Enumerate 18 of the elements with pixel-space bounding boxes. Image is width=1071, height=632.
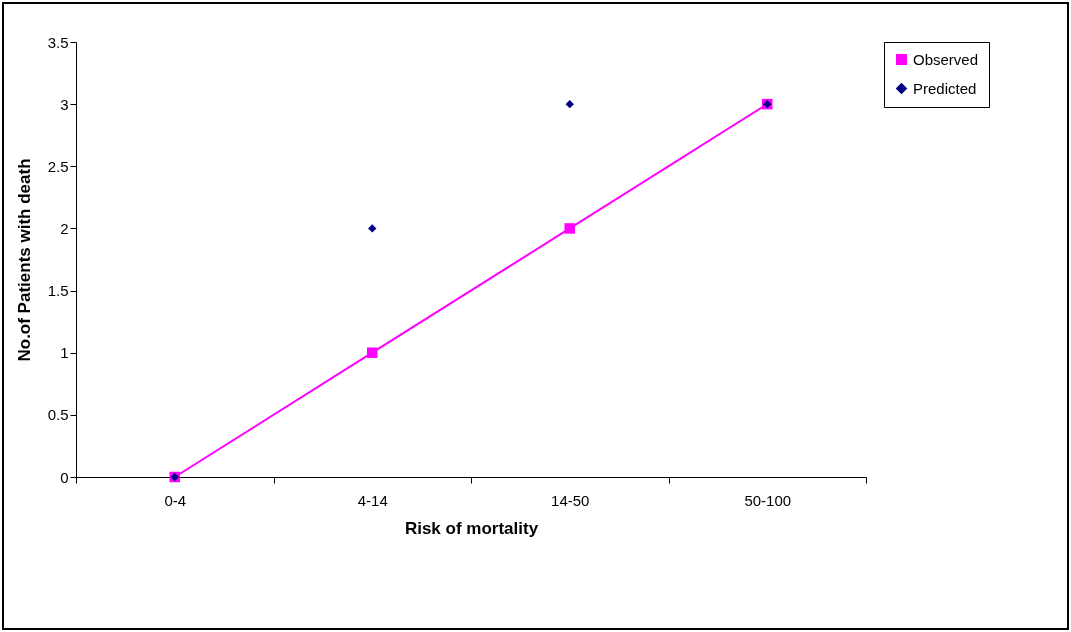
y-tick-label: 1.5 [47,282,69,300]
x-tick-label: 50-100 [744,491,792,509]
y-tick-label: 0.5 [47,406,69,424]
x-tick-label: 14-50 [551,491,590,509]
y-tick-label: 1 [60,344,69,362]
legend-label: Predicted [913,79,977,97]
y-axis-title: No.of Patients with death [14,158,34,362]
point [368,224,377,233]
point [565,99,574,109]
y-tick-label: 3 [60,95,69,113]
x-tick-label: 4-14 [357,491,388,509]
y-tick-label: 3.5 [47,33,69,51]
y-tick-label: 0 [60,468,69,486]
x-tick-label: 0-4 [164,491,187,509]
legend-label: Observed [913,50,979,68]
y-tick-label: 2 [60,219,69,237]
y-tick-label: 2.5 [47,157,69,175]
x-axis-title: Risk of mortality [404,518,539,538]
